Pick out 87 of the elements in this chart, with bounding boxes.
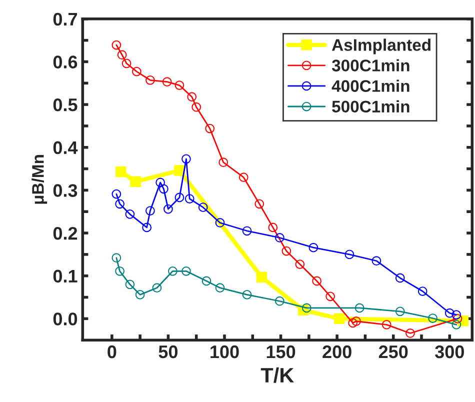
point [174, 192, 184, 202]
point [274, 233, 284, 242]
point [444, 308, 454, 318]
point [406, 328, 415, 338]
x-tick-label: 150 [266, 345, 296, 358]
point [242, 226, 252, 236]
point [254, 199, 264, 209]
point [428, 314, 438, 323]
point [274, 296, 284, 306]
y-tick-label: 0.5 [53, 98, 78, 112]
x-tick-label: 0 [108, 345, 116, 358]
point [308, 242, 318, 252]
legend-label: 300C1min [332, 59, 410, 72]
point [218, 158, 228, 168]
point [115, 199, 124, 209]
point [159, 184, 168, 194]
y-tick-label: 0.4 [53, 141, 78, 154]
point [395, 273, 405, 283]
point [238, 172, 248, 182]
point [146, 75, 155, 85]
point [282, 246, 292, 256]
point [352, 316, 361, 326]
point [452, 314, 462, 324]
point [115, 266, 124, 276]
x-axis-title: T/K [260, 367, 294, 383]
point [372, 256, 382, 266]
point [452, 310, 462, 320]
point [312, 276, 322, 286]
point [116, 166, 126, 178]
point [202, 276, 212, 286]
point [146, 206, 155, 216]
point [182, 154, 191, 164]
point [348, 318, 358, 328]
point [112, 253, 122, 263]
point [184, 194, 194, 204]
point [125, 280, 135, 290]
y-tick-label: 0.7 [53, 12, 77, 26]
point [156, 178, 166, 188]
point [418, 286, 428, 296]
point [142, 222, 152, 232]
point [215, 218, 225, 228]
point [198, 202, 208, 212]
point [205, 124, 215, 134]
point [164, 204, 173, 214]
y-axis-title: μB/Mn [32, 155, 48, 204]
y-tick-label: 0.3 [53, 184, 78, 197]
point [344, 250, 354, 260]
point [382, 320, 392, 330]
point [192, 102, 202, 112]
point [215, 283, 225, 293]
y-tick-label: 0.0 [53, 312, 78, 326]
point [354, 303, 364, 313]
point [132, 66, 142, 76]
point [117, 50, 127, 60]
point [295, 260, 305, 269]
point [174, 80, 184, 90]
point [182, 266, 191, 276]
point [152, 283, 162, 293]
point [256, 272, 268, 283]
point [112, 40, 122, 50]
point [452, 320, 462, 330]
point [395, 306, 405, 316]
point [174, 165, 185, 176]
point [130, 176, 141, 188]
y-tick-label: 0.2 [53, 226, 78, 240]
point [125, 209, 135, 219]
point [112, 189, 122, 199]
x-tick-label: 200 [322, 345, 352, 358]
point [168, 266, 178, 276]
x-tick-label: 100 [210, 345, 239, 358]
legend-label: 500C1min [332, 100, 410, 113]
x-tick-label: 250 [378, 345, 408, 358]
x-tick-label: 300 [434, 345, 464, 358]
y-tick-label: 0.1 [53, 270, 78, 283]
legend-label: AsImplanted [332, 38, 430, 54]
point [242, 290, 252, 300]
point [334, 313, 345, 324]
point [326, 292, 335, 302]
point [187, 92, 197, 102]
point [268, 222, 278, 232]
point [135, 290, 145, 300]
point [122, 58, 132, 68]
point [302, 303, 312, 313]
y-tick-label: 0.6 [53, 56, 78, 68]
x-tick-label: 50 [158, 345, 178, 358]
legend-label: 400C1min [332, 80, 410, 92]
point [162, 77, 172, 87]
